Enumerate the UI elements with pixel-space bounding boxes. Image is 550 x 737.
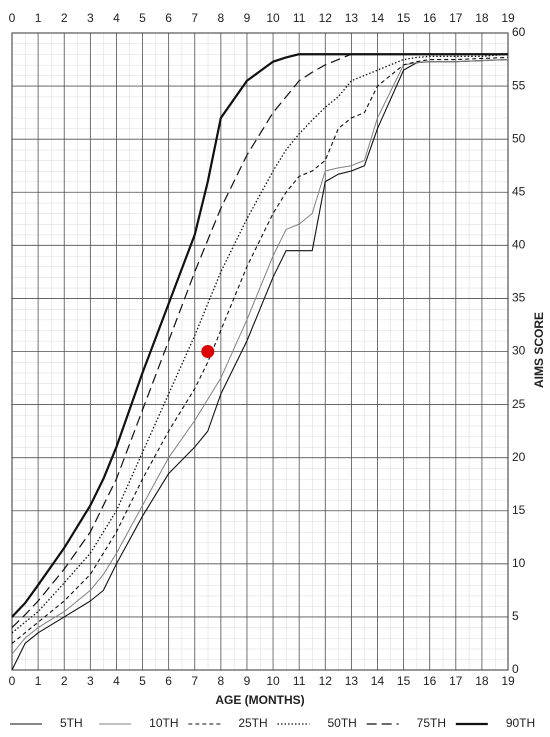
x-tick-label: 2 xyxy=(61,674,68,688)
x-tick-label: 13 xyxy=(345,674,359,688)
x-tick-label: 14 xyxy=(371,674,385,688)
x-tick-label: 16 xyxy=(423,674,437,688)
y-tick-label: 55 xyxy=(512,78,526,92)
x-tick-label-top: 13 xyxy=(345,11,359,25)
x-tick-label: 4 xyxy=(113,674,120,688)
y-tick-label: 15 xyxy=(512,503,526,517)
x-tick-label: 10 xyxy=(266,674,280,688)
y-axis-label: AIMS SCORE xyxy=(532,312,546,388)
percentile-line xyxy=(11,53,508,618)
y-tick-label: 30 xyxy=(512,344,526,358)
y-tick-label: 35 xyxy=(512,291,526,305)
y-tick-label: 10 xyxy=(512,556,526,570)
x-tick-label-top: 8 xyxy=(217,11,224,25)
x-tick-label: 3 xyxy=(87,674,94,688)
x-tick-label: 15 xyxy=(397,674,411,688)
legend-label: 25TH xyxy=(238,716,267,730)
x-tick-label: 18 xyxy=(475,674,489,688)
y-tick-label: 45 xyxy=(512,184,526,198)
x-tick-label-top: 10 xyxy=(266,11,280,25)
x-tick-label-top: 3 xyxy=(87,11,94,25)
y-tick-label: 40 xyxy=(512,238,526,252)
x-tick-label-top: 2 xyxy=(61,11,68,25)
x-tick-label: 17 xyxy=(449,674,463,688)
x-tick-label: 1 xyxy=(35,674,42,688)
x-tick-label-top: 16 xyxy=(423,11,437,25)
x-tick-label: 7 xyxy=(191,674,198,688)
x-tick-label-top: 12 xyxy=(319,11,333,25)
x-tick-label-top: 7 xyxy=(191,11,198,25)
plot-frame xyxy=(11,32,509,671)
x-tick-label-top: 5 xyxy=(139,11,146,25)
x-tick-label-top: 19 xyxy=(501,11,515,25)
x-tick-label: 9 xyxy=(244,674,251,688)
x-tick-label: 8 xyxy=(217,674,224,688)
legend-label: 90TH xyxy=(506,716,535,730)
x-axis-label: AGE (MONTHS) xyxy=(215,693,304,707)
x-tick-label-top: 18 xyxy=(475,11,489,25)
y-tick-label: 0 xyxy=(512,662,519,676)
percentile-line xyxy=(11,56,509,644)
x-tick-label-top: 9 xyxy=(244,11,251,25)
y-tick-label: 5 xyxy=(512,609,519,623)
x-tick-label: 6 xyxy=(165,674,172,688)
legend-label: 75TH xyxy=(417,716,446,730)
legend-label: 10TH xyxy=(149,716,178,730)
x-tick-label-top: 0 xyxy=(9,11,16,25)
x-tick-label-top: 4 xyxy=(113,11,120,25)
x-tick-label-top: 6 xyxy=(165,11,172,25)
legend-label: 5TH xyxy=(60,716,83,730)
x-tick-label-top: 15 xyxy=(397,11,411,25)
x-tick-label-top: 1 xyxy=(35,11,42,25)
y-tick-label: 60 xyxy=(512,25,526,39)
y-tick-label: 25 xyxy=(512,397,526,411)
x-tick-label: 11 xyxy=(293,674,306,688)
x-tick-label: 19 xyxy=(501,674,515,688)
y-tick-label: 50 xyxy=(512,131,526,145)
x-tick-label: 5 xyxy=(139,674,146,688)
legend-label: 50TH xyxy=(328,716,357,730)
x-tick-label: 12 xyxy=(319,674,333,688)
x-tick-label-top: 14 xyxy=(371,11,385,25)
score-point xyxy=(201,345,215,358)
percentile-line xyxy=(11,58,509,671)
x-tick-label: 0 xyxy=(9,674,16,688)
x-tick-label-top: 17 xyxy=(449,11,463,25)
x-tick-label-top: 11 xyxy=(293,11,306,25)
y-tick-label: 20 xyxy=(512,450,526,464)
